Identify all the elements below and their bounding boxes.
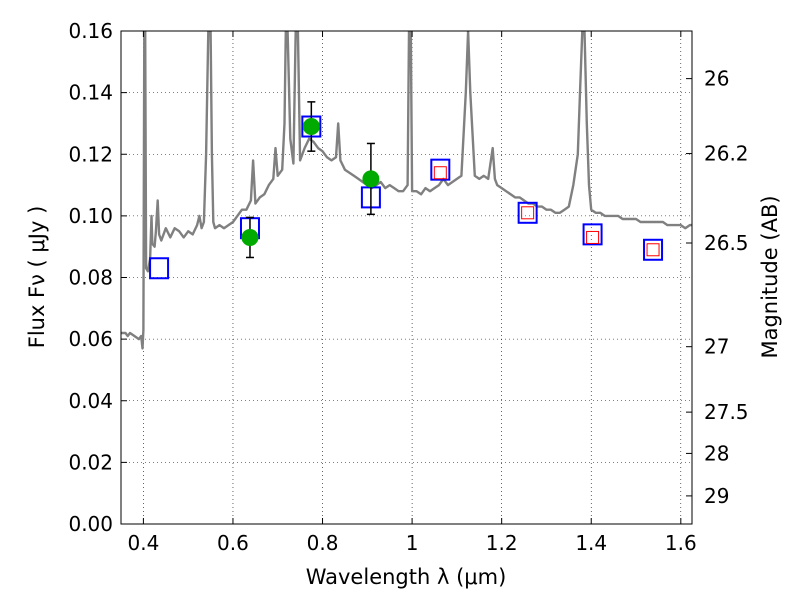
plot-area: [121, 31, 692, 350]
upper-limit-point: [646, 243, 660, 257]
y-tick-label: 0.16: [68, 19, 113, 43]
y-tick-label: 0.12: [68, 142, 113, 166]
y-tick-label: 0.10: [68, 204, 113, 228]
x-tick-label: 0.6: [217, 531, 249, 555]
y-axis-title: Flux Fν ( μJy ): [25, 206, 49, 349]
model-photometry-point: [517, 201, 538, 224]
y2-tick-label: 28: [704, 441, 729, 465]
model-photometry-point: [430, 158, 451, 181]
x-axis-title: Wavelength λ (μm): [306, 565, 507, 589]
y-tick-label: 0.14: [68, 81, 113, 105]
model-photometry-point: [149, 257, 170, 280]
y-tick-label: 0.00: [68, 512, 113, 536]
x-tick-label: 1.6: [665, 531, 697, 555]
observed-photometry-point: [241, 228, 259, 246]
upper-limit-point: [586, 230, 600, 244]
observed-photometry-point: [362, 170, 380, 188]
y2-tick-label: 27.5: [704, 400, 749, 424]
y2-tick-label: 29: [704, 484, 729, 508]
y-tick-label: 0.08: [68, 266, 113, 290]
x-tick-label: 1.4: [575, 531, 607, 555]
upper-limit-point: [433, 166, 447, 180]
y2-tick-label: 26: [704, 67, 729, 91]
observed-photometry-point: [302, 118, 320, 136]
y-tick-label: 0.04: [68, 389, 113, 413]
x-tick-label: 0.4: [127, 531, 159, 555]
axes: 0.4 0.6 0.8 1 1.2 1.4 1.6 0.00 0.02 0.04 0.06 0.08 0…: [68, 19, 748, 555]
y2-axis-title: Magnitude (AB): [758, 195, 782, 358]
y-tick-label: 0.06: [68, 327, 113, 351]
y2-tick-label: 26.2: [704, 142, 749, 166]
y-tick-label: 0.02: [68, 450, 113, 474]
y2-tick-label: 27: [704, 335, 729, 359]
model-photometry-point: [643, 238, 664, 261]
model-photometry-point: [582, 223, 603, 246]
y2-tick-label: 26.5: [704, 231, 749, 255]
x-tick-label: 0.8: [307, 531, 339, 555]
x-tick-label: 1: [406, 531, 419, 555]
upper-limit-point: [521, 206, 535, 220]
x-tick-label: 1.2: [486, 531, 518, 555]
